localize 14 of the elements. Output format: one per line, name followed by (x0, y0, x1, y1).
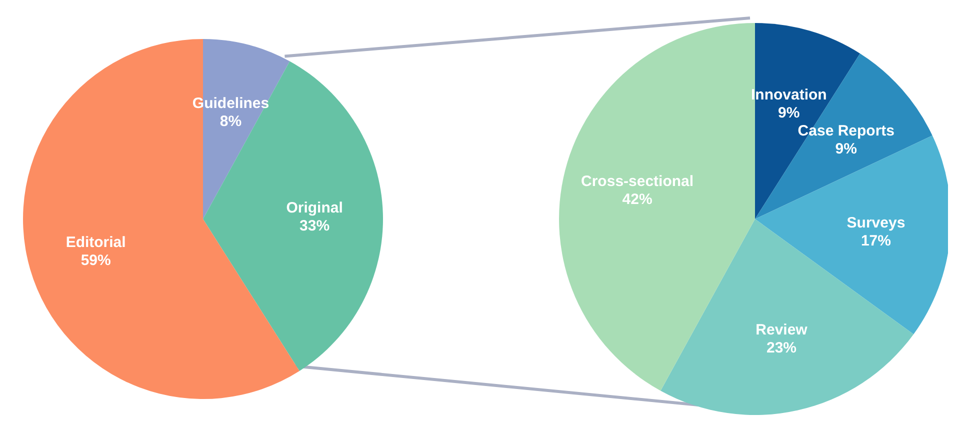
slice-label: Case Reports (798, 122, 895, 140)
data-label: 17% (860, 232, 891, 250)
slice-label: Review (756, 322, 808, 339)
data-label: 23% (766, 340, 797, 357)
data-label: 42% (622, 190, 652, 208)
slice-label: Editorial (66, 234, 126, 252)
data-label: 9% (778, 104, 800, 122)
slice-label: Surveys (846, 214, 906, 232)
slice-label: Cross-sectional (581, 172, 694, 190)
data-label: 33% (300, 217, 330, 234)
data-label: 8% (220, 112, 242, 130)
data-label: 59% (80, 252, 111, 270)
data-label: 9% (835, 140, 857, 158)
slice-label: Original (286, 199, 343, 216)
